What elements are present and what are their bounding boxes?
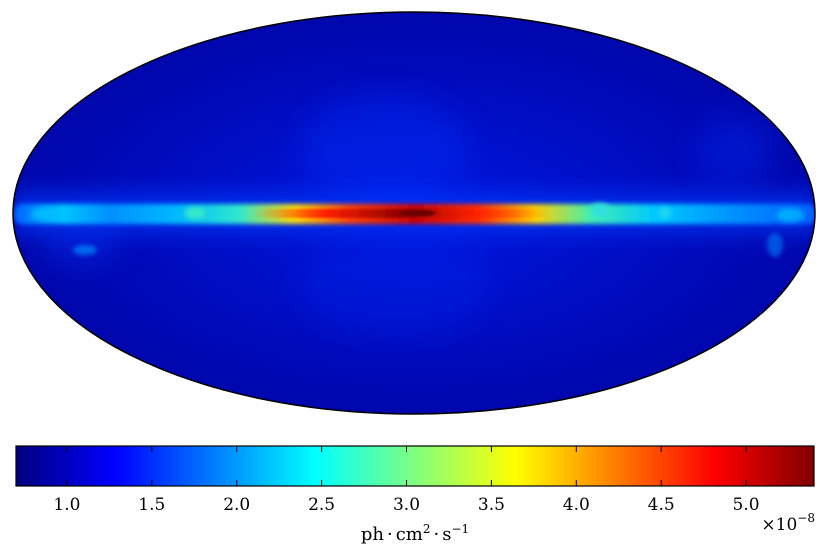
knot: [767, 233, 783, 257]
colorbar: 1.0 1.5 2.0 2.5 3.0 3.5 4.0 4.5 5.0 ph · cm2 · s−1 ×…: [15, 445, 815, 545]
colorbar-tick-label: 5.0: [733, 495, 760, 515]
colorbar-tick-label: 4.0: [563, 495, 590, 515]
knot: [31, 208, 59, 220]
north-lobe: [300, 95, 470, 205]
unit-ph: ph: [361, 524, 385, 545]
map-border: [12, 11, 816, 415]
unit-dot: ·: [433, 524, 439, 545]
unit-cm: cm: [396, 524, 423, 545]
colorbar-tick-label: 1.0: [53, 495, 80, 515]
east-loop: [695, 115, 775, 185]
unit-s-exponent: −1: [451, 522, 469, 536]
knot: [590, 203, 610, 217]
colorbar-unit-label: ph · cm2 · s−1: [361, 522, 469, 545]
colorbar-gradient: [16, 446, 814, 486]
offset-exponent: −8: [797, 511, 815, 525]
colorbar-tick-label: 2.0: [223, 495, 250, 515]
colorbar-offset-label: ×10−8: [761, 511, 815, 535]
knot: [776, 208, 804, 222]
unit-cm-exponent: 2: [423, 522, 431, 536]
colorbar-tick-label: 2.5: [308, 495, 335, 515]
sky-map: [13, 12, 815, 414]
south-lobe: [300, 235, 490, 335]
unit-s: s: [442, 524, 451, 545]
colorbar-tick-label: 3.5: [478, 495, 505, 515]
colorbar-tick-label: 1.5: [138, 495, 165, 515]
knot: [185, 207, 205, 219]
offset-base: ×10: [761, 515, 797, 535]
colorbar-tick-label: 3.0: [393, 495, 420, 515]
colorbar-ticks: 1.0 1.5 2.0 2.5 3.0 3.5 4.0 4.5 5.0: [53, 446, 760, 515]
galactic-center: [400, 209, 436, 217]
plane-core: [250, 209, 550, 218]
knot: [73, 245, 97, 255]
colorbar-tick-label: 4.5: [648, 495, 675, 515]
colorbar-frame: [15, 445, 815, 487]
knot: [659, 207, 671, 219]
unit-dot: ·: [387, 524, 393, 545]
